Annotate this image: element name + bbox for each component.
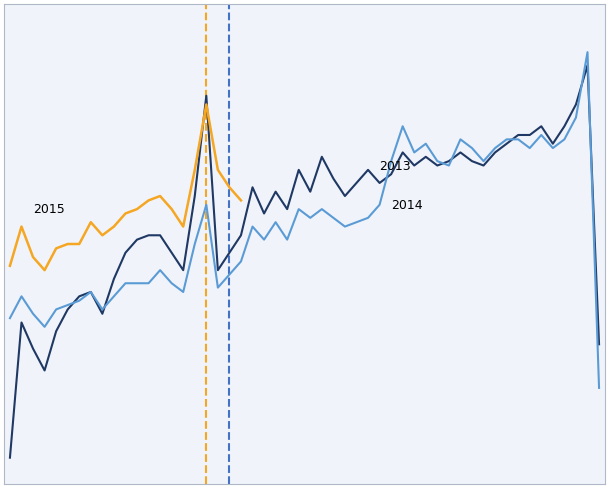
Text: 2013: 2013 bbox=[379, 160, 411, 173]
Text: 2015: 2015 bbox=[33, 203, 65, 217]
Text: 2014: 2014 bbox=[391, 199, 423, 212]
